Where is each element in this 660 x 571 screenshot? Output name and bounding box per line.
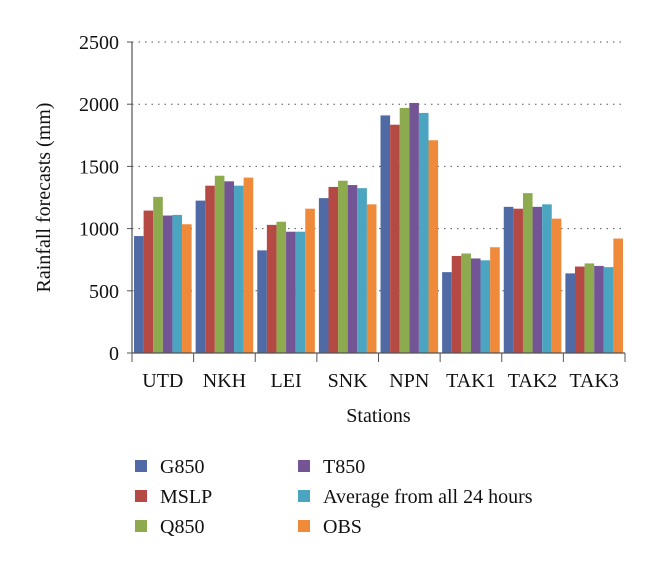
bar-mslp-tak1	[451, 255, 462, 353]
x-tick-label: UTD	[142, 370, 183, 392]
legend-label-t850: T850	[323, 456, 365, 478]
bar-average-from-all-24-hours-npn	[418, 112, 429, 354]
bar-q850-nkh	[214, 175, 225, 353]
legend-label-g850: G850	[160, 456, 204, 478]
bar-t850-tak1	[470, 258, 481, 353]
y-tick-label: 2500	[79, 32, 119, 54]
bar-mslp-npn	[390, 124, 400, 353]
legend-label-obs: OBS	[323, 516, 362, 538]
bar-t850-lei	[286, 231, 296, 353]
bar-obs-nkh	[243, 177, 254, 353]
bar-g850-tak3	[565, 273, 575, 353]
bar-t850-utd	[162, 215, 173, 353]
bar-average-from-all-24-hours-snk	[357, 188, 367, 353]
y-tick-labels: 0 500 1000 1500 2000 2500	[79, 32, 119, 365]
bar-q850-utd	[153, 196, 163, 353]
bar-obs-lei	[305, 208, 315, 353]
x-tick-labels: UTD NKH LEI SNK NPN TAK1 TAK2 TAK3	[142, 370, 619, 392]
bar-obs-snk	[366, 204, 377, 353]
legend-swatch-mslp	[135, 490, 147, 502]
bar-mslp-utd	[143, 210, 154, 353]
bar-obs-tak1	[490, 247, 500, 353]
y-tick-label: 0	[109, 343, 119, 365]
bar-g850-npn	[380, 115, 391, 353]
legend-swatch-g850	[135, 460, 147, 472]
bar-g850-snk	[318, 198, 329, 353]
y-tick-label: 2000	[79, 94, 119, 116]
bar-g850-tak1	[442, 272, 452, 353]
bar-average-from-all-24-hours-tak1	[480, 260, 491, 353]
bar-g850-utd	[134, 236, 144, 353]
legend: G850 MSLP Q850 T850 Average from all 24 hour…	[135, 456, 533, 538]
legend-swatch-average-from-all-24-hours	[298, 490, 310, 502]
bar-average-from-all-24-hours-tak2	[542, 204, 552, 353]
x-tick-label: NKH	[203, 370, 246, 392]
legend-swatch-q850	[135, 520, 147, 532]
bar-mslp-nkh	[205, 185, 215, 353]
bar-q850-tak1	[461, 253, 471, 353]
bar-t850-snk	[347, 185, 358, 353]
bar-t850-tak3	[594, 265, 604, 353]
legend-swatch-obs	[298, 520, 310, 532]
bar-q850-npn	[399, 107, 410, 353]
bar-t850-npn	[409, 102, 419, 354]
bar-obs-tak2	[551, 218, 562, 353]
bar-obs-utd	[182, 224, 192, 353]
x-tick-label: TAK3	[569, 370, 619, 392]
bar-g850-nkh	[195, 200, 206, 353]
y-tick-label: 1000	[79, 219, 119, 241]
bar-average-from-all-24-hours-utd	[172, 214, 183, 353]
bar-average-from-all-24-hours-tak3	[603, 267, 614, 353]
bar-q850-tak2	[522, 193, 533, 353]
bar-g850-lei	[257, 250, 267, 353]
legend-label-average-from-all-24-hours: Average from all 24 hours	[323, 486, 533, 508]
bar-mslp-tak2	[513, 208, 523, 353]
bar-average-from-all-24-hours-nkh	[234, 185, 244, 353]
y-axis-title: Rainfall forecasts (mm)	[33, 103, 55, 293]
bar-mslp-lei	[266, 224, 277, 353]
bar-t850-tak2	[532, 206, 543, 353]
x-tick-label: SNK	[328, 370, 369, 392]
y-tick-label: 500	[89, 281, 119, 303]
bar-obs-npn	[428, 140, 439, 353]
y-tick-label: 1500	[79, 156, 119, 178]
bar-q850-tak3	[584, 263, 595, 353]
legend-swatch-t850	[298, 460, 310, 472]
x-tick-label: TAK2	[508, 370, 558, 392]
bar-q850-lei	[276, 221, 287, 353]
bar-mslp-tak3	[574, 266, 585, 353]
bar-mslp-snk	[328, 186, 339, 353]
x-tick-label: TAK1	[446, 370, 496, 392]
bar-average-from-all-24-hours-lei	[295, 231, 306, 353]
x-axis-title: Stations	[346, 405, 411, 427]
bar-q850-snk	[338, 180, 348, 353]
bar-t850-nkh	[224, 181, 235, 353]
x-tick-label: LEI	[271, 370, 302, 392]
bars	[134, 102, 623, 354]
legend-label-mslp: MSLP	[160, 486, 212, 508]
axes	[131, 42, 625, 354]
x-tick-label: NPN	[389, 370, 429, 392]
bar-obs-tak3	[613, 238, 623, 353]
bar-g850-tak2	[503, 206, 514, 353]
legend-label-q850: Q850	[160, 516, 204, 538]
